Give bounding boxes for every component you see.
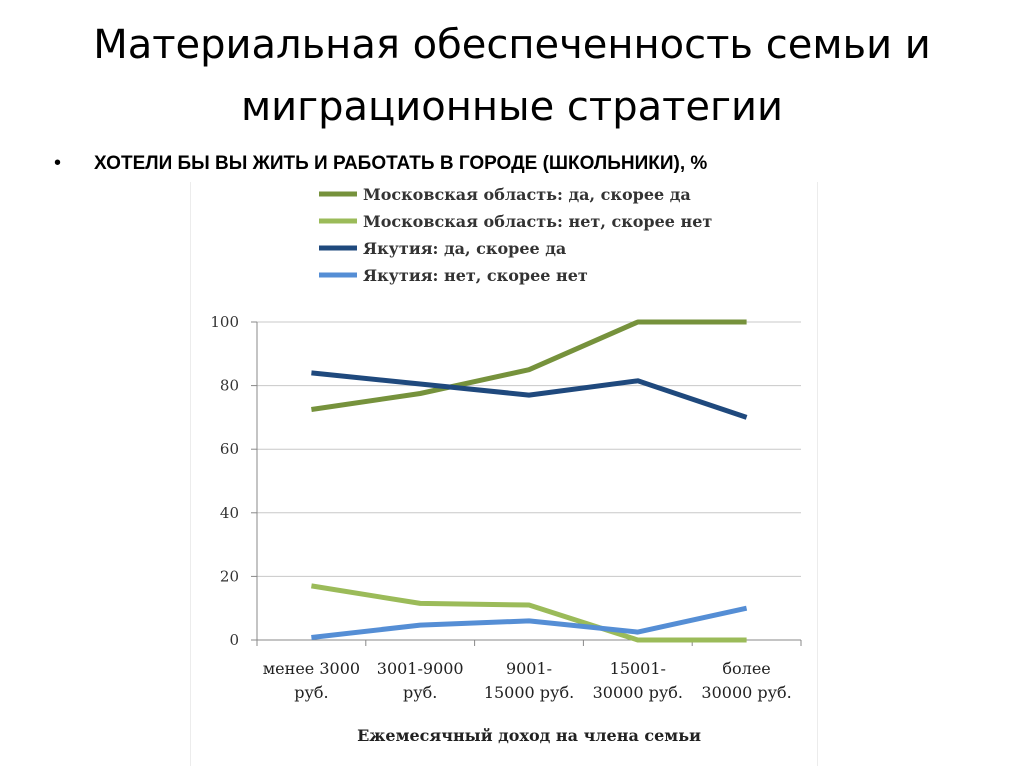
bullet-text: ХОТЕЛИ БЫ ВЫ ЖИТЬ И РАБОТАТЬ В ГОРОДЕ (Ш… <box>94 153 708 174</box>
legend-label-1: Московская область: нет, скорее нет <box>363 212 712 231</box>
x-tick-label-4: более 30000 руб. <box>701 659 791 702</box>
legend-label-3: Якутия: нет, скорее нет <box>363 266 588 285</box>
slide-title-line-1: Материальная обеспеченность семьи и <box>93 22 931 68</box>
bullet-item: • ХОТЕЛИ БЫ ВЫ ЖИТЬ И РАБОТАТЬ В ГОРОДЕ … <box>50 150 950 180</box>
bullet-dot-icon: • <box>54 152 62 174</box>
y-tick-label-60: 60 <box>220 440 239 458</box>
series-line-2 <box>311 370 748 420</box>
x-tick-label-1: 3001-9000 руб. <box>377 659 464 702</box>
chart-frame: 0 20 40 60 80 100 менее 3000 руб. 3001-9000 руб. 9… <box>190 182 818 766</box>
x-tick-label-0: менее 3000 руб. <box>263 659 360 702</box>
slide-title-line-2: миграционные стратегии <box>240 84 784 130</box>
y-tick-label-20: 20 <box>220 567 239 585</box>
x-axis-title: Ежемесячный доход на члена семьи <box>357 726 701 745</box>
slide-title: Материальная обеспеченность семьи и мигр… <box>0 14 1024 138</box>
y-tick-label-40: 40 <box>220 504 239 522</box>
y-tick-label-100: 100 <box>210 313 239 331</box>
y-tick-label-0: 0 <box>229 631 239 649</box>
line-chart: 0 20 40 60 80 100 менее 3000 руб. 3001-9000 руб. 9… <box>210 185 802 745</box>
legend-label-0: Московская область: да, скорее да <box>363 185 691 204</box>
x-tick-label-3: 15001-30000 руб. <box>593 659 683 702</box>
series-line-3 <box>311 605 748 640</box>
series-line-0 <box>311 319 747 412</box>
x-tick-label-2: 9001-15000 руб. <box>484 659 574 702</box>
legend-label-2: Якутия: да, скорее да <box>363 239 566 258</box>
y-tick-label-80: 80 <box>220 377 239 395</box>
series-line-1 <box>311 583 747 643</box>
